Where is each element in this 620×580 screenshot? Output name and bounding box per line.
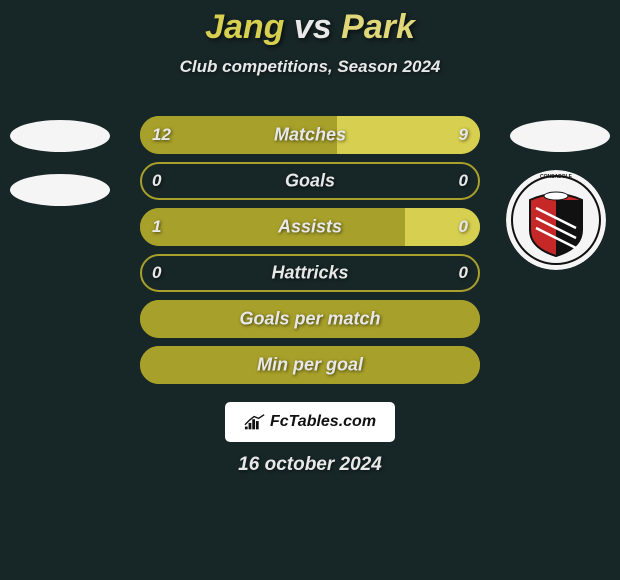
stat-row-min-per-goal: Min per goal (140, 346, 480, 384)
brand-text: FcTables.com (270, 413, 376, 431)
left-avatar-group (10, 120, 110, 228)
player2-name: Park (341, 8, 415, 46)
stat-label: Min per goal (140, 355, 480, 376)
footer-area: FcTables.com 16 october 2024 (0, 390, 620, 476)
stat-row-hattricks: 00Hattricks (140, 254, 480, 292)
stat-label: Matches (140, 125, 480, 146)
date-text: 16 october 2024 (0, 454, 620, 476)
comparison-title: Jang vs Park (0, 0, 620, 47)
stat-label: Goals per match (140, 309, 480, 330)
left-avatar-2 (10, 174, 110, 206)
subtitle: Club competitions, Season 2024 (0, 57, 620, 77)
stat-label: Hattricks (140, 263, 480, 284)
left-avatar-1 (10, 120, 110, 152)
player1-name: Jang (205, 8, 284, 46)
brand-box: FcTables.com (225, 402, 395, 442)
stat-row-assists: 10Assists (140, 208, 480, 246)
vs-text: vs (294, 8, 332, 46)
stat-label: Goals (140, 171, 480, 192)
svg-text:CONSADOLE: CONSADOLE (540, 174, 573, 180)
brand-icon (244, 413, 266, 431)
stats-bars: 129Matches 00Goals 10Assists 00Hattricks Goa… (140, 116, 480, 392)
stat-row-matches: 129Matches (140, 116, 480, 154)
stat-row-goals: 00Goals (140, 162, 480, 200)
stat-label: Assists (140, 217, 480, 238)
club-badge: CONSADOLE (506, 170, 606, 270)
right-avatar-1 (510, 120, 610, 152)
club-badge-svg: CONSADOLE (506, 170, 606, 270)
stat-row-goals-per-match: Goals per match (140, 300, 480, 338)
